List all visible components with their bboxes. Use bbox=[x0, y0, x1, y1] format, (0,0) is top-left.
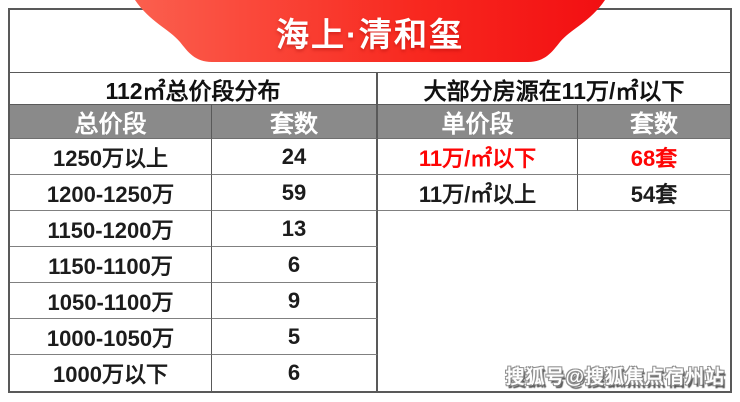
banner-row: 海上·清和玺 bbox=[10, 0, 730, 73]
col-header-total-price: 总价段 bbox=[10, 105, 212, 139]
project-title: 海上·清和玺 bbox=[276, 15, 464, 53]
price-table: 海上·清和玺 112㎡总价段分布 大部分房源在11万/㎡以下 总价段 套数 单价… bbox=[8, 0, 732, 393]
left-section-title: 112㎡总价段分布 bbox=[10, 73, 378, 105]
table-row-cell: 1250万以上 bbox=[10, 139, 212, 175]
col-header-units-left: 套数 bbox=[212, 105, 378, 139]
table-row-cell: 5 bbox=[212, 319, 378, 355]
ribbon-shape-icon bbox=[135, 0, 605, 62]
table-row-cell: 1150-1100万 bbox=[10, 247, 212, 283]
table-row-cell: 6 bbox=[212, 355, 378, 391]
table-row-cell: 1050-1100万 bbox=[10, 283, 212, 319]
col-header-unit-price: 单价段 bbox=[378, 105, 578, 139]
table-row-cell: 13 bbox=[212, 211, 378, 247]
unit-price-count: 54套 bbox=[578, 175, 730, 211]
red-ribbon-banner: 海上·清和玺 bbox=[135, 0, 605, 62]
table-row-cell: 1200-1250万 bbox=[10, 175, 212, 211]
table-row-cell: 6 bbox=[212, 247, 378, 283]
table-row-cell: 1000-1050万 bbox=[10, 319, 212, 355]
table-row-cell: 1000万以下 bbox=[10, 355, 212, 391]
table-row-cell: 24 bbox=[212, 139, 378, 175]
col-header-units-right: 套数 bbox=[578, 105, 730, 139]
table-row-cell: 1150-1200万 bbox=[10, 211, 212, 247]
table-row-cell: 59 bbox=[212, 175, 378, 211]
empty-region: 搜狐号@搜狐焦点宿州站 bbox=[378, 211, 730, 391]
unit-price-label: 11万/㎡以上 bbox=[378, 175, 578, 211]
unit-price-count: 68套 bbox=[578, 139, 730, 175]
right-section-title: 大部分房源在11万/㎡以下 bbox=[378, 73, 730, 105]
unit-price-label: 11万/㎡以下 bbox=[378, 139, 578, 175]
sohu-watermark: 搜狐号@搜狐焦点宿州站 bbox=[505, 367, 725, 388]
table-row-cell: 9 bbox=[212, 283, 378, 319]
